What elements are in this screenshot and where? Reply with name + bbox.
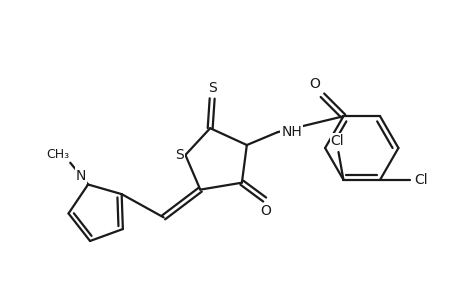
Text: CH₃: CH₃ xyxy=(46,148,69,161)
Text: O: O xyxy=(260,205,270,218)
Text: NH: NH xyxy=(281,125,302,139)
Text: S: S xyxy=(207,80,216,94)
Text: S: S xyxy=(174,148,183,162)
Text: N: N xyxy=(76,169,86,182)
Text: O: O xyxy=(309,77,320,91)
Text: Cl: Cl xyxy=(330,134,343,148)
Text: Cl: Cl xyxy=(413,173,426,187)
